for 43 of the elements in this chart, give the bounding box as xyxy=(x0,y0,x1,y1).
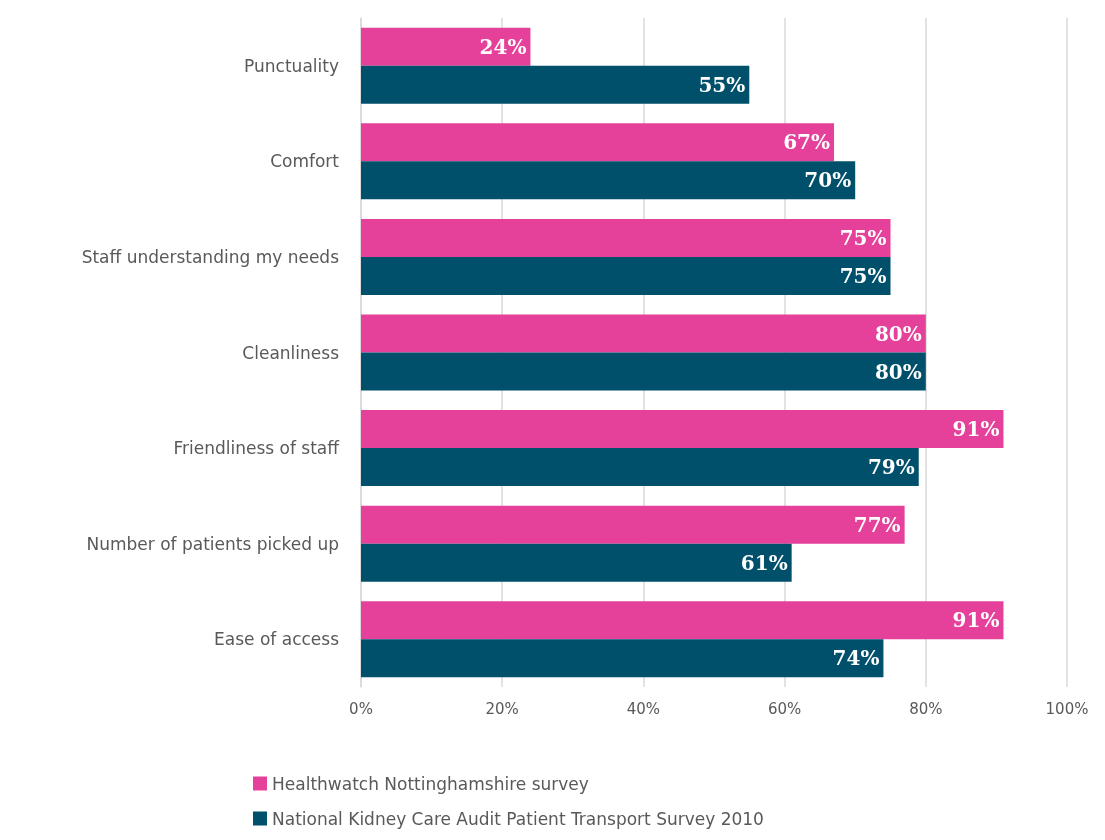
bar xyxy=(361,601,1004,640)
bar xyxy=(361,410,1004,449)
data-label: 80% xyxy=(874,321,922,346)
y-tick-label: Cleanliness xyxy=(242,342,340,363)
bar xyxy=(361,543,792,582)
data-label: 80% xyxy=(874,359,922,384)
data-label: 61% xyxy=(740,550,788,575)
data-label: 74% xyxy=(832,646,880,671)
x-tick-label: 100% xyxy=(1045,699,1089,718)
y-tick-label: Punctuality xyxy=(244,55,339,76)
data-label: 75% xyxy=(839,225,887,250)
legend-label: National Kidney Care Audit Patient Transport Survey 2010 xyxy=(272,808,764,829)
data-label: 55% xyxy=(698,72,746,97)
bar xyxy=(361,639,884,678)
data-label: 79% xyxy=(867,455,915,480)
y-tick-label: Ease of access xyxy=(214,629,340,650)
y-tick-label: Friendliness of staff xyxy=(173,438,341,459)
bar xyxy=(361,123,835,162)
bar xyxy=(361,448,919,487)
bar xyxy=(361,352,926,391)
data-label: 70% xyxy=(804,168,852,193)
x-tick-label: 40% xyxy=(626,699,661,718)
x-tick-label: 80% xyxy=(909,699,943,718)
bar xyxy=(361,314,926,353)
x-tick-label: 0% xyxy=(349,699,373,718)
bar xyxy=(361,27,531,66)
bar xyxy=(361,65,750,104)
data-label: 67% xyxy=(783,130,831,155)
bar xyxy=(361,161,856,200)
data-label: 24% xyxy=(479,34,527,59)
y-tick-label: Number of patients picked up xyxy=(86,533,339,554)
data-label: 77% xyxy=(853,512,901,537)
x-tick-label: 60% xyxy=(767,699,802,718)
data-label: 91% xyxy=(952,417,1000,442)
bar xyxy=(361,256,891,295)
y-tick-label: Staff understanding my needs xyxy=(81,246,340,267)
y-tick-label: Comfort xyxy=(270,151,340,172)
data-label: 91% xyxy=(952,608,1000,633)
legend-label: Healthwatch Nottinghamshire survey xyxy=(272,773,589,794)
bar xyxy=(361,218,891,257)
bar xyxy=(361,505,905,544)
data-label: 75% xyxy=(839,263,887,288)
x-tick-label: 20% xyxy=(485,699,519,718)
